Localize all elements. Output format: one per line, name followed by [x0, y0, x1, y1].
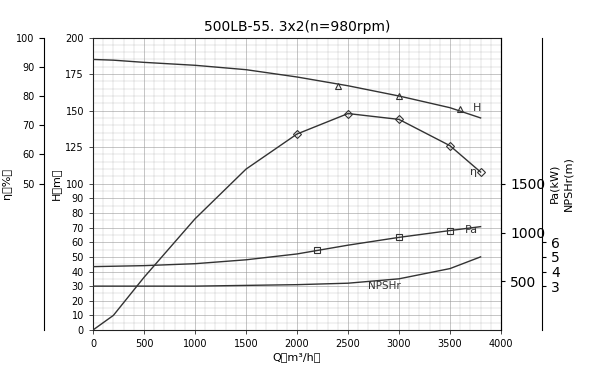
Y-axis label: NPSHr(m): NPSHr(m) — [564, 156, 574, 211]
Text: Pa: Pa — [466, 225, 478, 235]
Title: 500LB-55. 3x2(n=980rpm): 500LB-55. 3x2(n=980rpm) — [204, 20, 390, 33]
Text: NPSHr: NPSHr — [368, 281, 401, 291]
Y-axis label: Pa(kW): Pa(kW) — [550, 164, 559, 203]
Text: η: η — [470, 167, 478, 177]
Y-axis label: H（m）: H（m） — [51, 168, 61, 200]
X-axis label: Q（m³/h）: Q（m³/h） — [273, 352, 321, 362]
Y-axis label: η（%）: η（%） — [2, 168, 12, 199]
Text: H: H — [472, 103, 481, 113]
